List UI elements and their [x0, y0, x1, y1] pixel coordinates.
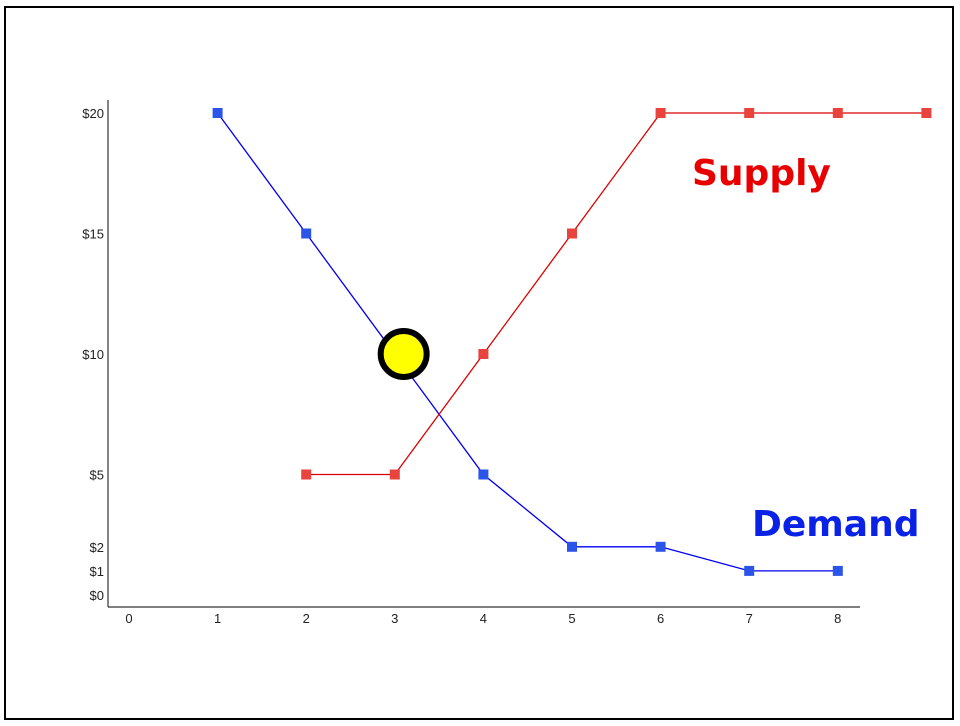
- series-markers: [212, 108, 932, 576]
- demand-point: [212, 108, 223, 118]
- y-tick-label: $0: [90, 588, 104, 603]
- supply-point: [567, 228, 577, 239]
- demand-point: [301, 228, 312, 239]
- y-tick-label: $10: [82, 347, 104, 362]
- x-tick-label: 8: [834, 611, 841, 626]
- x-tick-label: 5: [568, 611, 575, 626]
- demand-point: [744, 565, 755, 576]
- demand-line: [217, 112, 838, 572]
- demand-label: Demand: [752, 504, 920, 545]
- y-tick-label: $5: [90, 468, 104, 483]
- supply-point: [478, 349, 489, 359]
- y-tick-label: $2: [90, 540, 104, 555]
- supply-point: [655, 108, 666, 118]
- chart-frame: [4, 6, 954, 720]
- supply-line: [306, 112, 927, 476]
- x-tick-label: 6: [657, 611, 664, 626]
- x-tick-label: 3: [391, 611, 398, 626]
- x-tick-label: 2: [303, 611, 310, 626]
- y-tick-label: $15: [82, 227, 104, 242]
- x-axis-ticks: 0 1 2 3 4 5 6 7 8: [125, 611, 841, 626]
- x-tick-label: 0: [125, 611, 132, 626]
- x-tick-label: 1: [214, 611, 221, 626]
- demand-point: [567, 541, 577, 552]
- series-lines: [217, 112, 927, 572]
- supply-point: [744, 108, 755, 118]
- supply-point: [921, 108, 932, 118]
- x-tick-label: 7: [746, 611, 753, 626]
- y-axis-ticks: $0 $1 $2 $5 $10 $15 $20: [82, 106, 104, 603]
- supply-point: [301, 469, 312, 480]
- y-tick-label: $1: [90, 564, 104, 579]
- x-tick-label: 4: [480, 611, 487, 626]
- demand-point: [832, 565, 843, 576]
- equilibrium-marker: [377, 328, 430, 380]
- axes: [107, 100, 860, 608]
- annotations: [377, 328, 430, 380]
- supply-point: [832, 108, 843, 118]
- supply-label: Supply: [692, 153, 831, 194]
- demand-point: [478, 469, 489, 480]
- demand-point: [655, 541, 666, 552]
- supply-point: [389, 469, 400, 480]
- y-tick-label: $20: [82, 106, 104, 121]
